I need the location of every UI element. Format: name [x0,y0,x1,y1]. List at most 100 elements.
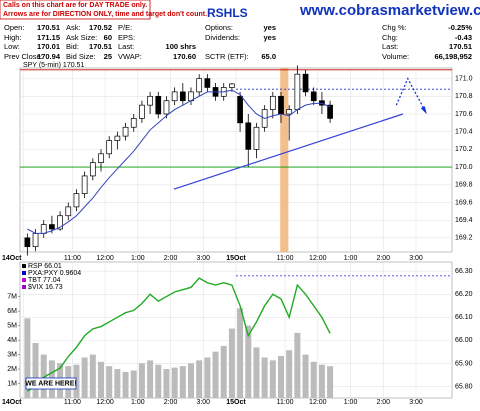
candle-body [114,135,121,141]
quote-value: 100 shrs [166,42,196,51]
candle-body [310,91,317,102]
quote-value: 60 [104,33,112,42]
quote-label: Open: [4,23,24,32]
quote-value: 170.51 [449,42,472,51]
volume-bar [163,369,170,398]
x-tick-label: 1:00 [344,255,358,262]
volume-bar [269,360,276,398]
candle-body [40,224,47,234]
symbol: RSHLS [207,6,248,20]
highlight [280,68,289,252]
y-tick-label: 169.6 [455,199,473,206]
volume-bar [32,343,39,398]
quote-value: yes [263,23,276,32]
quote-label: Ask Size: [66,33,97,42]
x-tick-label: 14Oct [2,399,22,406]
volume-bar [179,366,186,398]
volume-bar [24,318,31,398]
candle-body [327,104,333,119]
site: www.cobrasmarketview.com [299,2,480,19]
quote-label: Options: [205,23,233,32]
note: Calls on this chart are for DAY TRADE on… [3,2,147,9]
x-tick-label: 11:00 [64,399,81,406]
x-tick-label: 15Oct [226,255,246,262]
x-tick-label: 2:00 [164,255,178,262]
volume-bar [73,364,80,398]
candle-body [286,109,293,115]
candle-body [237,95,243,124]
legend-swatch [22,278,26,282]
volume-bar [171,367,178,398]
quote-label: Volume: [382,52,409,61]
quote-value: 170.60 [173,52,196,61]
x-tick-label: 11:00 [64,255,81,262]
quote-value: 66,198,952 [434,52,472,61]
legend-swatch [22,271,26,275]
x-tick-label: 11:00 [277,255,294,262]
candle-body [106,140,113,155]
y-tick-label: 2M [7,366,17,373]
y-tick-label: 171.0 [455,75,473,82]
x-tick-label: 3:00 [409,255,423,262]
volume-bar [155,364,162,398]
y-tick-label: 170.0 [455,164,473,171]
note: Arrows are for DIRECTION ONLY, time and … [3,11,207,18]
volume-bar [196,360,203,398]
volume-bar [122,371,129,398]
candle-body [253,126,260,150]
y2-tick-label: 66.30 [455,268,473,275]
quote-label: Low: [4,42,20,51]
y2-tick-label: 65.90 [455,360,473,367]
volume-bar [130,370,137,398]
x-tick-label: 12:00 [309,255,327,262]
arrow-head [420,106,427,115]
candle-body [278,95,284,115]
volume-bar [286,350,293,398]
candle-body [147,95,153,106]
candle-body [57,215,63,230]
moving-average [27,89,331,234]
volume-bar [253,347,260,398]
x-tick-label: 1:00 [131,399,145,406]
y2-tick-label: 66.00 [455,337,473,344]
volume-bar [278,356,284,398]
quote-label: EPS: [118,33,135,42]
quote-label: SCTR (ETF): [205,52,249,61]
y-tick-label: 1M [7,380,17,387]
x-tick-label: 2:00 [164,399,178,406]
candle-body [229,83,235,88]
y-tick-label: 170.4 [455,129,473,136]
quote-value: 171.15 [37,33,60,42]
quote-label: Bid Size: [66,52,96,61]
y2-tick-label: 66.20 [455,291,473,298]
quote-value: 25 [104,52,112,61]
candle-body [204,78,211,88]
x-tick-label: 1:00 [344,399,358,406]
quote-value: 170.52 [89,23,112,32]
candle-body [302,73,309,93]
legend-entry: PXA:PXY 0.9604 [28,270,81,277]
quote-label: P/E: [118,23,132,32]
annotation-box [25,377,77,390]
legend-entry: RSP 66.01 [28,263,62,270]
candle-body [171,91,178,102]
quote-label: Last: [118,42,134,51]
volume-bar [228,328,235,398]
trendline [173,113,404,190]
legend-swatch [22,285,26,289]
legend-entry: TBT 77.04 [28,277,61,284]
volume-bar [310,361,317,398]
candle-body [89,162,96,177]
candle-body [49,224,55,230]
quote-value: 170.51 [89,42,112,51]
quote-label: High: [4,33,22,42]
candle-body [73,193,80,208]
x-tick-label: 2:00 [376,255,390,262]
candle-body [245,122,252,150]
legend-entry: $VIX 16.73 [28,284,63,291]
volume-bar [106,366,113,398]
quote-label: Dividends: [205,33,240,42]
x-tick-label: 11:00 [277,399,294,406]
volume-bar [245,325,252,398]
